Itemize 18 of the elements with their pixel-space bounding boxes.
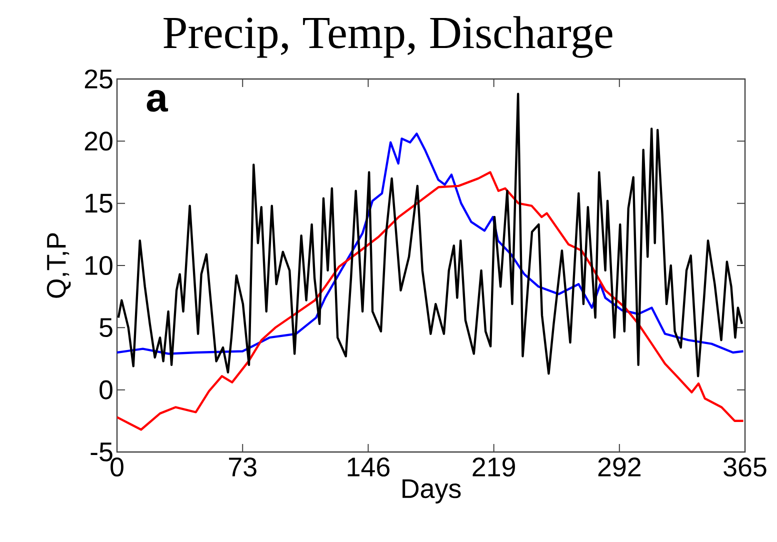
x-tick-label: 73 (229, 458, 256, 477)
y-tick-label: 15 (86, 194, 112, 213)
x-tick-label: 146 (348, 458, 390, 477)
x-tick-label: 219 (472, 458, 515, 477)
y-tick-label: 0 (100, 380, 112, 400)
y-tick-label: 10 (86, 256, 112, 276)
chart-title: Precip, Temp, Discharge (164, 16, 612, 58)
x-axis-title: Days (402, 479, 461, 504)
y-tick-label: -5 (90, 442, 112, 462)
x-tick-label: 292 (598, 458, 640, 477)
line-series (117, 132, 744, 355)
y-axis-title: Q,T,P (46, 233, 71, 298)
line-series (117, 171, 744, 431)
x-tick-label: 365 (724, 458, 766, 477)
y-tick-label: 5 (100, 318, 112, 338)
annotation: a (146, 90, 168, 112)
y-tick-label: 20 (84, 132, 112, 151)
y-tick-label: 25 (84, 69, 112, 89)
